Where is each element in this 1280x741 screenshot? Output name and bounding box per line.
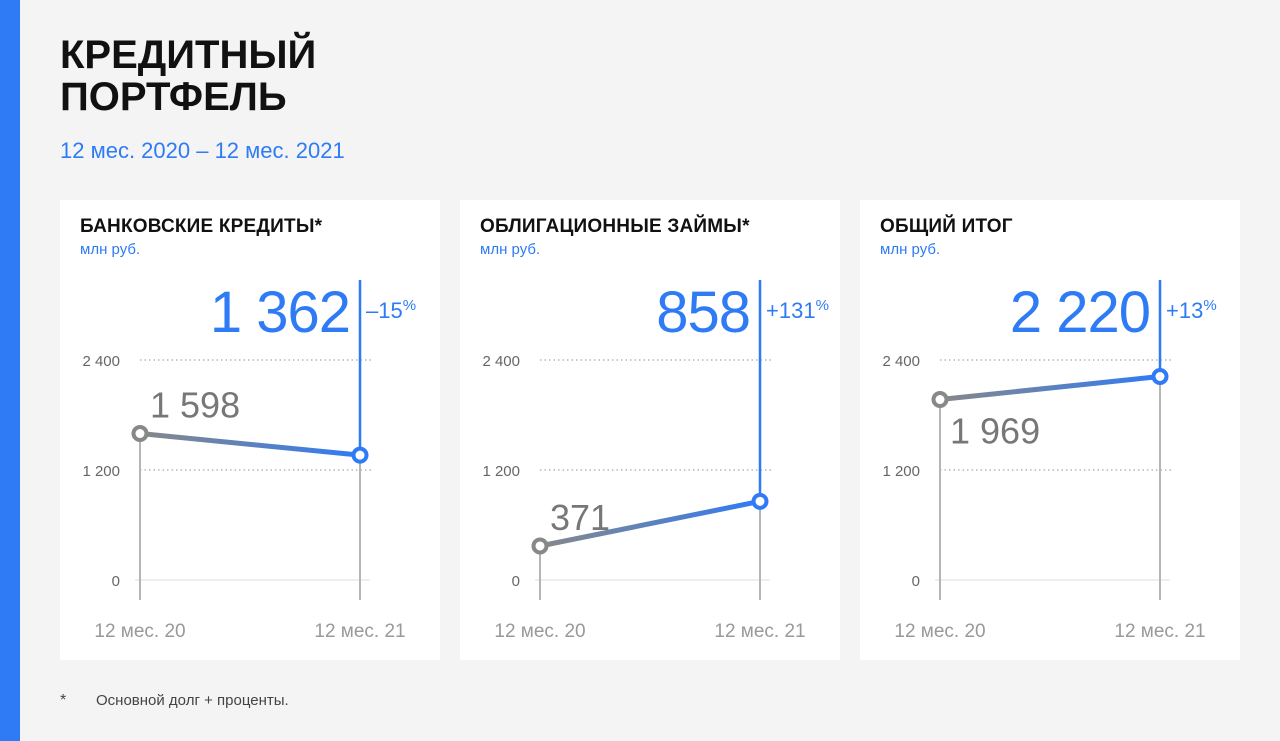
series-line bbox=[937, 374, 1163, 403]
y-tick-label: 1 200 bbox=[882, 463, 920, 480]
accent-side-bar bbox=[0, 0, 20, 741]
x-tick-label: 12 мес. 20 bbox=[494, 621, 585, 642]
data-point-end bbox=[1151, 368, 1169, 385]
chart-title: ОБЛИГАЦИОННЫЕ ЗАЙМЫ* bbox=[480, 216, 750, 237]
data-label-end: 858 bbox=[656, 280, 750, 345]
chart-unit: млн руб. bbox=[480, 241, 541, 258]
x-tick-label: 12 мес. 21 bbox=[314, 621, 405, 642]
data-label-end: 2 220 bbox=[1010, 280, 1150, 345]
data-label-start: 1 969 bbox=[950, 411, 1040, 452]
chart-unit: млн руб. bbox=[80, 241, 141, 258]
change-label: –15% bbox=[366, 297, 416, 323]
y-tick-label: 1 200 bbox=[482, 463, 520, 480]
data-point-start bbox=[531, 537, 549, 555]
chart-card-total: ОБЩИЙ ИТОГ млн руб. 0 1 200 2 400 12 мес. 2… bbox=[860, 200, 1240, 660]
change-unit: % bbox=[403, 297, 416, 314]
chart-title: БАНКОВСКИЕ КРЕДИТЫ* bbox=[80, 216, 323, 237]
page-title-line-2: ПОРТФЕЛЬ bbox=[60, 75, 287, 119]
chart-bank-loans: 0 1 200 2 400 12 мес. 20 12 мес. 21 1 598 1 36… bbox=[82, 280, 416, 642]
data-label-start: 371 bbox=[550, 497, 610, 538]
data-label-end: 1 362 bbox=[210, 280, 350, 345]
x-tick-label: 12 мес. 20 bbox=[94, 621, 185, 642]
x-tick-label: 12 мес. 21 bbox=[714, 621, 805, 642]
y-tick-label: 2 400 bbox=[482, 353, 520, 370]
y-tick-label: 0 bbox=[912, 573, 920, 590]
change-label: +131% bbox=[766, 297, 829, 323]
change-label: +13% bbox=[1166, 297, 1217, 323]
chart-title: ОБЩИЙ ИТОГ bbox=[880, 216, 1013, 237]
x-tick-label: 12 мес. 21 bbox=[1114, 621, 1205, 642]
data-point-end bbox=[351, 446, 369, 464]
y-tick-label: 0 bbox=[112, 573, 120, 590]
period-subtitle: 12 мес. 2020 – 12 мес. 2021 bbox=[60, 138, 345, 163]
x-tick-label: 12 мес. 20 bbox=[894, 621, 985, 642]
data-point-end bbox=[751, 492, 769, 510]
chart-total: 0 1 200 2 400 12 мес. 20 12 мес. 21 1 969 2 22… bbox=[882, 280, 1217, 642]
y-tick-label: 2 400 bbox=[82, 353, 120, 370]
chart-bond-loans: 0 1 200 2 400 12 мес. 20 12 мес. 21 371 858 +13… bbox=[482, 280, 829, 642]
change-unit: % bbox=[816, 297, 829, 314]
chart-card-bond-loans: ОБЛИГАЦИОННЫЕ ЗАЙМЫ* млн руб. 0 1 200 2 40… bbox=[460, 200, 840, 660]
change-unit: % bbox=[1203, 297, 1216, 314]
data-label-start: 1 598 bbox=[150, 385, 240, 426]
footnote-text: Основной долг + проценты. bbox=[96, 692, 289, 709]
series-line bbox=[537, 498, 763, 549]
page-title: КРЕДИТНЫЙ ПОРТФЕЛЬ bbox=[60, 34, 316, 118]
y-tick-label: 1 200 bbox=[82, 463, 120, 480]
page-title-line-1: КРЕДИТНЫЙ bbox=[60, 33, 317, 77]
y-tick-label: 2 400 bbox=[882, 353, 920, 370]
data-point-start bbox=[931, 391, 949, 409]
y-tick-label: 0 bbox=[512, 573, 520, 590]
data-point-start bbox=[131, 425, 149, 443]
footnote-mark: * bbox=[60, 692, 67, 709]
chart-unit: млн руб. bbox=[880, 241, 941, 258]
chart-card-bank-loans: БАНКОВСКИЕ КРЕДИТЫ* млн руб. 0 1 200 2 400… bbox=[60, 200, 440, 660]
series-line bbox=[137, 431, 363, 458]
